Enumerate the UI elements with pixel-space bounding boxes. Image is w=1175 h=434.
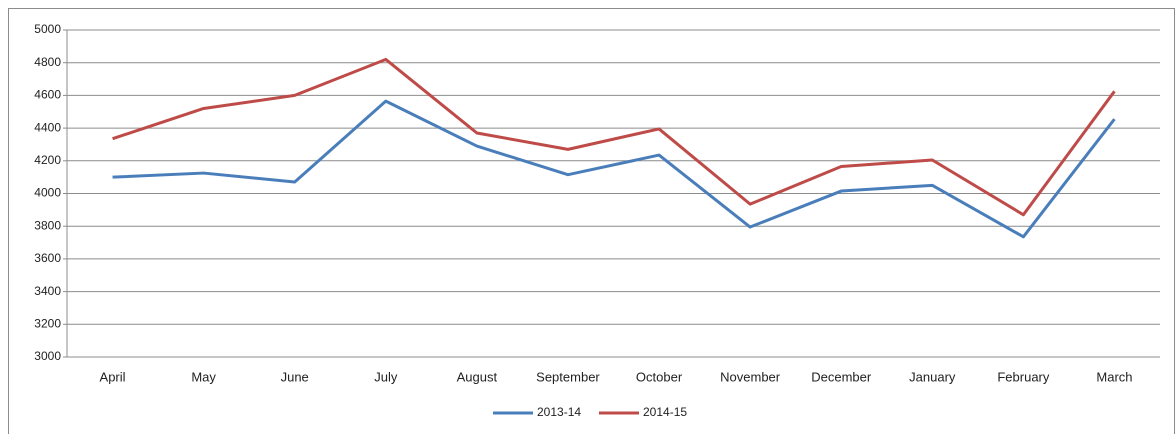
x-tick-label: October [636, 369, 683, 384]
y-tick-label: 4400 [34, 120, 61, 134]
y-tick-label: 4800 [34, 55, 61, 69]
x-tick-label: August [457, 369, 498, 384]
chart-border [8, 8, 1175, 434]
x-tick-label: June [281, 369, 309, 384]
y-tick-label: 4200 [34, 153, 61, 167]
x-tick-label: May [191, 369, 216, 384]
x-tick-label: January [909, 369, 956, 384]
y-tick-label: 3400 [34, 284, 61, 298]
legend-label: 2014-15 [643, 405, 687, 419]
legend-label: 2013-14 [537, 405, 581, 419]
y-tick-label: 4000 [34, 186, 61, 200]
y-tick-label: 3200 [34, 316, 61, 330]
line [112, 57, 1116, 217]
x-tick-label: December [811, 369, 872, 384]
x-tick-label: February [997, 369, 1050, 384]
x-tick-label: March [1096, 369, 1132, 384]
y-tick-label: 4600 [34, 88, 61, 102]
x-tick-label: April [100, 369, 126, 384]
y-tick-label: 5000 [34, 22, 61, 36]
y-tick-label: 3800 [34, 218, 61, 232]
x-tick-label: November [720, 369, 781, 384]
y-tick-label: 3000 [34, 349, 61, 363]
x-tick-label: July [374, 369, 398, 384]
line [112, 99, 1116, 239]
y-tick-label: 3600 [34, 251, 61, 265]
x-tick-label: September [536, 369, 600, 384]
